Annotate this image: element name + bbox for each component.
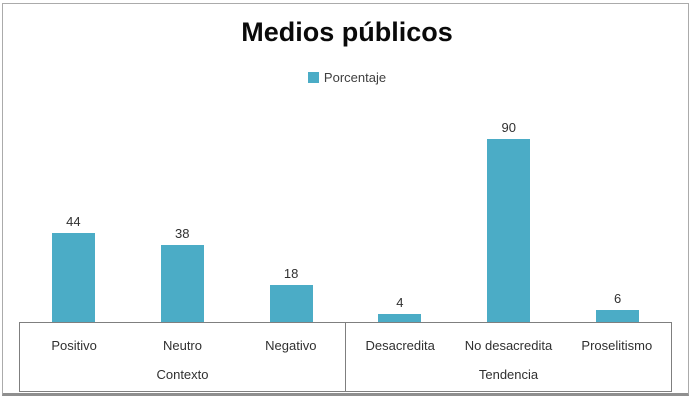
- bar-no-desacredita: [487, 139, 531, 322]
- plot-area: 44 38 18 4 90 6: [19, 110, 672, 322]
- category-label-proselitismo: Proselitismo: [581, 337, 653, 353]
- legend-color-swatch: [307, 71, 319, 83]
- category-label-no-desacredita: No desacredita: [464, 337, 553, 353]
- axis-group-tendencia: Desacredita No desacredita Proselitismo Ten…: [345, 323, 671, 391]
- bar-neutro: [160, 245, 204, 322]
- bar-desacredita: [378, 314, 422, 322]
- category-label-neutro: Neutro: [162, 337, 202, 353]
- legend-label: Porcentaje: [323, 69, 387, 85]
- bar-value-label-desacredita: 4: [396, 295, 404, 310]
- chart-title: Medios públicos: [241, 17, 453, 47]
- legend: Porcentaje: [0, 69, 694, 85]
- bar-value-label-positivo: 44: [66, 214, 81, 229]
- category-axis: Positivo Neutro Negativo Contexto Desacredit…: [19, 322, 672, 392]
- group-label-tendencia: Tendencia: [478, 367, 539, 382]
- bar-value-label-proselitismo: 6: [613, 291, 622, 306]
- bar-value-label-neutro: 38: [175, 226, 190, 241]
- category-label-row: Positivo Neutro Negativo: [20, 323, 345, 367]
- category-label-positivo: Positivo: [51, 337, 97, 353]
- bar-positivo: [51, 233, 95, 322]
- category-label-negativo: Negativo: [265, 337, 317, 353]
- bar-value-label-no-desacredita: 90: [501, 120, 516, 135]
- axis-group-contexto: Positivo Neutro Negativo Contexto: [20, 323, 345, 391]
- bar-negativo: [269, 285, 313, 322]
- group-label-contexto: Contexto: [156, 367, 209, 382]
- category-label-desacredita: Desacredita: [365, 337, 435, 353]
- bar-value-label-negativo: 18: [283, 266, 299, 281]
- category-label-row: Desacredita No desacredita Proselitismo: [346, 323, 671, 367]
- bar-proselitismo: [596, 310, 640, 322]
